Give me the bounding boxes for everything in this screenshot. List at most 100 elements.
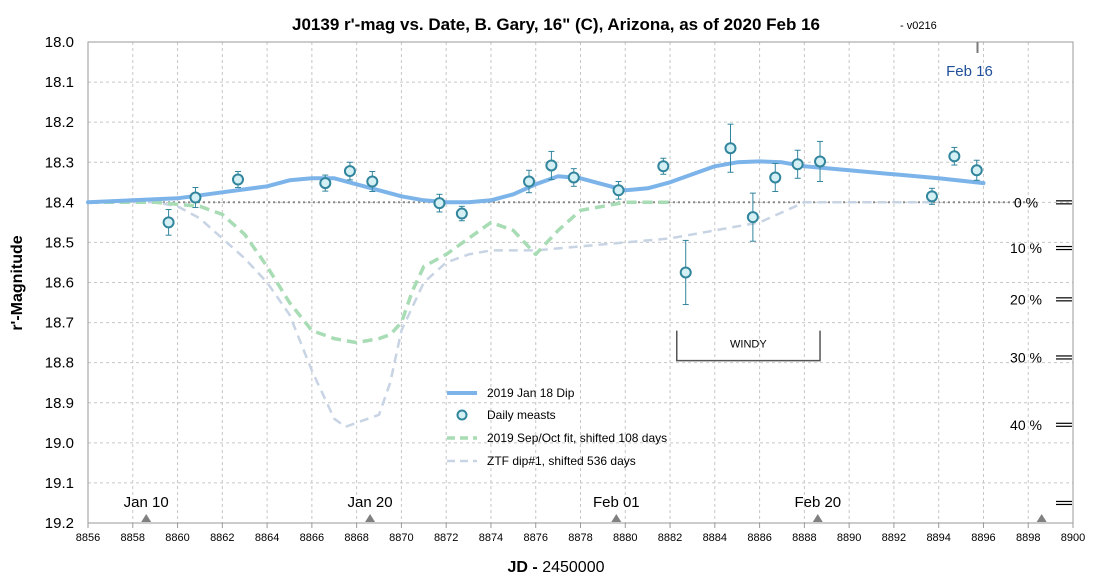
x-axis-label-bold: JD -: [508, 559, 538, 576]
x-axis-label-rest: 2450000: [538, 559, 605, 576]
date-triangle: [365, 514, 376, 522]
x-tick-label: 8900: [1061, 532, 1085, 544]
windy-annotation: WINDY: [676, 330, 821, 362]
ztf-line: [88, 201, 939, 429]
y-tick-label: 18.5: [45, 234, 74, 251]
y-tick-label: 18.4: [45, 194, 74, 211]
y-tick-label: 19.1: [45, 475, 74, 492]
x-tick-label: 8860: [165, 532, 189, 544]
y-tick-label: 19.0: [45, 435, 74, 452]
sepoct-line: [88, 200, 670, 345]
date-label: Jan 10: [124, 494, 169, 511]
legend-label-meas: Daily measts: [487, 408, 556, 422]
y-tick-label: 18.7: [45, 315, 74, 332]
x-tick-label: 8898: [1016, 532, 1040, 544]
y-tick-label: 18.1: [45, 74, 74, 91]
measurement-point: [162, 216, 175, 229]
date-markers: Jan 10 Jan 20 Feb 01 Feb 20: [124, 494, 1047, 522]
x-tick-label: 8878: [568, 532, 592, 544]
x-tick-label: 8870: [389, 532, 413, 544]
measurement-point: [545, 159, 558, 172]
measurement-point: [366, 175, 379, 188]
y-tick-label: 18.0: [45, 34, 74, 51]
measurement-point: [523, 175, 536, 188]
measurement-point: [948, 150, 961, 163]
x-tick-label: 8884: [703, 532, 727, 544]
x-tick-label: 8864: [255, 532, 279, 544]
measurement-point: [612, 184, 625, 197]
measurement-point: [319, 177, 332, 190]
x-tick-label: 8872: [434, 532, 458, 544]
measurement-point: [679, 266, 692, 279]
x-axis-label: JD - 2450000: [508, 559, 605, 576]
date-label: Feb 01: [593, 494, 640, 511]
measurement-point: [433, 197, 446, 210]
percent-scale: 0 % 10 % 20 % 30 % 40 %: [1010, 194, 1072, 506]
legend-label-sepoct: 2019 Sep/Oct fit, shifted 108 days: [487, 431, 667, 445]
measurement-point: [814, 155, 827, 168]
date-label: Feb 20: [794, 494, 841, 511]
measurement-point: [746, 211, 759, 224]
windy-bracket: [676, 330, 821, 362]
x-tick-label: 8894: [926, 532, 950, 544]
x-axis-ticks: 8856 8858 8860 8862 8864 8866 8868 8870 8872 8874…: [76, 523, 1085, 544]
windy-label: WINDY: [730, 339, 767, 351]
measurement-point: [724, 142, 737, 155]
y-tick-label: 18.9: [45, 395, 74, 412]
legend-label-dip2019: 2019 Jan 18 Dip: [487, 386, 575, 400]
x-tick-label: 8858: [121, 532, 145, 544]
x-tick-label: 8886: [747, 532, 771, 544]
legend: 2019 Jan 18 Dip Daily measts 2019 Sep/Oc…: [447, 386, 667, 468]
y-axis-label: r'-Magnitude: [9, 235, 26, 330]
feb16-marker: Feb 16: [946, 42, 993, 80]
percent-label: 20 %: [1010, 291, 1042, 307]
percent-label: 40 %: [1010, 417, 1042, 433]
measurement-point: [231, 173, 244, 186]
x-tick-label: 8892: [882, 532, 906, 544]
measurement-point: [970, 164, 983, 177]
x-tick-label: 8868: [344, 532, 368, 544]
y-axis-ticks: 18.0 18.1 18.2 18.3 18.4 18.5 18.6 18.7 18.8 18.9…: [45, 34, 74, 532]
x-tick-label: 8866: [300, 532, 324, 544]
y-tick-label: 19.2: [45, 515, 74, 532]
measurement-point: [455, 207, 468, 220]
x-tick-label: 8862: [210, 532, 234, 544]
x-tick-label: 8856: [76, 532, 100, 544]
date-triangle: [1036, 514, 1047, 522]
y-tick-label: 18.3: [45, 154, 74, 171]
y-tick-label: 18.8: [45, 355, 74, 372]
x-tick-label: 8882: [658, 532, 682, 544]
y-tick-label: 18.2: [45, 114, 74, 131]
percent-label: 10 %: [1010, 240, 1042, 256]
percent-label: 30 %: [1010, 349, 1042, 365]
chart-title: J0139 r'-mag vs. Date, B. Gary, 16" (C),…: [292, 15, 820, 34]
date-triangle: [141, 514, 152, 522]
y-tick-label: 18.6: [45, 275, 74, 292]
measurement-point: [567, 171, 580, 184]
date-triangle: [812, 514, 823, 522]
sepoct-series: [88, 200, 670, 345]
measurement-point: [925, 190, 938, 203]
percent-label: 0 %: [1014, 194, 1038, 210]
x-tick-label: 8880: [613, 532, 637, 544]
gridlines: [87, 41, 1074, 524]
x-tick-label: 8876: [523, 532, 547, 544]
measurement-point: [189, 191, 202, 204]
x-tick-label: 8888: [792, 532, 816, 544]
x-tick-label: 8890: [837, 532, 861, 544]
daily-measurements: [162, 123, 983, 306]
measurement-point: [791, 158, 804, 171]
date-label: Jan 20: [348, 494, 393, 511]
feb16-label: Feb 16: [946, 63, 993, 80]
legend-label-ztf: ZTF dip#1, shifted 536 days: [487, 454, 636, 468]
measurement-point: [343, 165, 356, 178]
chart-version: - v0216: [900, 20, 937, 32]
x-tick-label: 8874: [479, 532, 503, 544]
measurement-point: [769, 171, 782, 184]
date-triangle: [611, 514, 622, 522]
x-tick-label: 8896: [971, 532, 995, 544]
legend-swatch-meas: [456, 409, 468, 421]
ztf-series: [88, 201, 939, 429]
measurement-point: [657, 160, 670, 173]
